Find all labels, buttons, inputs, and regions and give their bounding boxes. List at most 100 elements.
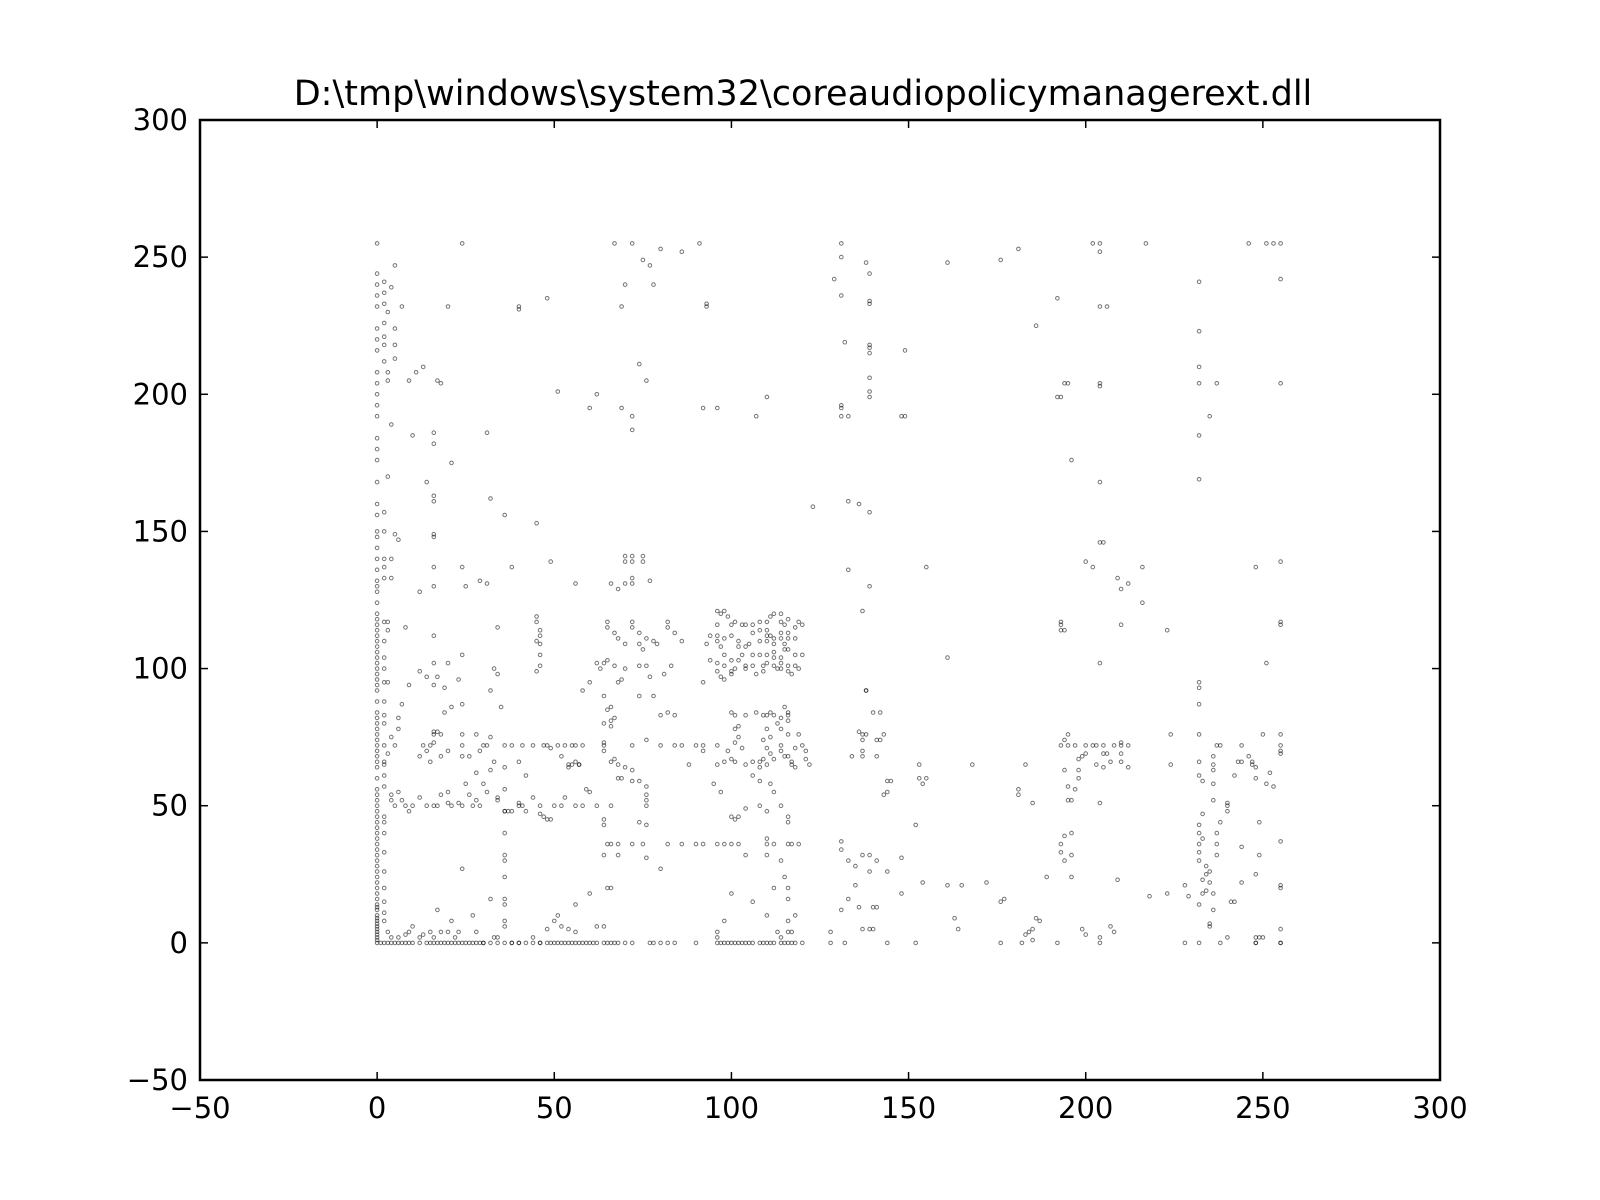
data-point: [1097, 940, 1103, 946]
data-point: [449, 918, 454, 924]
y-tick-label: 50: [151, 789, 188, 823]
data-point: [502, 874, 508, 880]
data-point: [1182, 940, 1188, 946]
data-point: [374, 479, 380, 485]
data-point: [374, 935, 380, 940]
data-point: [1196, 858, 1202, 863]
data-point: [1164, 891, 1170, 896]
data-point: [853, 883, 858, 888]
data-point: [853, 863, 858, 869]
data-point: [442, 685, 447, 691]
data-point: [381, 699, 387, 704]
data-point: [1030, 800, 1035, 806]
data-point: [1097, 304, 1103, 309]
data-point: [428, 743, 433, 748]
data-point: [750, 759, 756, 765]
data-point: [374, 638, 380, 644]
data-point: [1218, 940, 1223, 946]
data-point: [523, 773, 529, 778]
data-point: [644, 378, 649, 383]
data-point: [1118, 740, 1124, 745]
data-point: [722, 608, 727, 614]
data-point: [381, 529, 387, 534]
data-point: [1058, 627, 1064, 633]
data-point: [484, 743, 490, 748]
data-point: [381, 918, 387, 924]
data-point: [587, 405, 593, 411]
y-tick-label: 150: [133, 514, 188, 548]
data-point: [899, 891, 904, 896]
data-point: [1055, 394, 1060, 400]
data-point: [566, 926, 571, 932]
data-point: [789, 759, 795, 765]
data-point: [771, 940, 777, 946]
data-point: [552, 803, 557, 809]
data-point: [374, 649, 380, 655]
data-point: [743, 622, 748, 628]
data-point: [1101, 540, 1106, 545]
data-point: [867, 350, 872, 356]
data-point: [658, 743, 663, 748]
data-point: [637, 778, 642, 784]
data-point: [778, 660, 784, 666]
data-point: [757, 765, 763, 770]
data-point: [463, 584, 469, 589]
data-point: [392, 743, 398, 748]
data-point: [537, 803, 543, 809]
data-point: [718, 611, 724, 617]
data-point: [374, 435, 380, 441]
data-point: [725, 614, 731, 619]
data-point: [381, 759, 387, 765]
data-point: [495, 797, 500, 803]
data-point: [612, 630, 617, 636]
data-point: [1097, 241, 1103, 246]
data-point: [477, 748, 483, 754]
data-point: [796, 666, 802, 671]
data-point: [743, 644, 748, 649]
data-point: [1278, 241, 1283, 246]
data-point: [736, 658, 741, 663]
data-point: [381, 819, 387, 825]
data-point: [764, 726, 770, 732]
data-point: [381, 721, 387, 726]
data-point: [459, 754, 465, 759]
data-point: [856, 729, 862, 735]
data-point: [406, 808, 412, 814]
data-point: [374, 776, 380, 781]
data-point: [1211, 754, 1216, 759]
data-point: [544, 743, 550, 748]
data-point: [715, 633, 720, 639]
data-point: [629, 559, 635, 564]
data-point: [622, 666, 628, 671]
data-point: [576, 762, 582, 767]
data-point: [1037, 918, 1042, 924]
data-point: [1278, 743, 1283, 748]
data-point: [867, 271, 872, 276]
data-point: [1253, 776, 1259, 781]
data-point: [945, 883, 950, 888]
data-point: [736, 644, 741, 649]
data-point: [761, 756, 766, 762]
data-point: [587, 680, 593, 685]
data-point: [778, 619, 784, 625]
data-point: [481, 743, 486, 748]
data-point: [732, 817, 738, 822]
data-point: [374, 699, 380, 704]
data-point: [785, 710, 791, 715]
data-point: [651, 638, 656, 644]
data-point: [374, 759, 380, 765]
data-point: [608, 718, 614, 724]
data-point: [428, 929, 433, 935]
data-point: [1257, 819, 1262, 825]
data-point: [867, 342, 872, 348]
data-point: [885, 940, 890, 946]
data-point: [1232, 899, 1237, 905]
data-point: [374, 841, 380, 847]
data-point: [374, 655, 380, 660]
data-point: [651, 940, 656, 946]
data-point: [374, 748, 380, 754]
data-point: [622, 553, 628, 559]
data-point: [750, 622, 756, 628]
data-point: [396, 715, 401, 721]
data-point: [608, 803, 614, 809]
